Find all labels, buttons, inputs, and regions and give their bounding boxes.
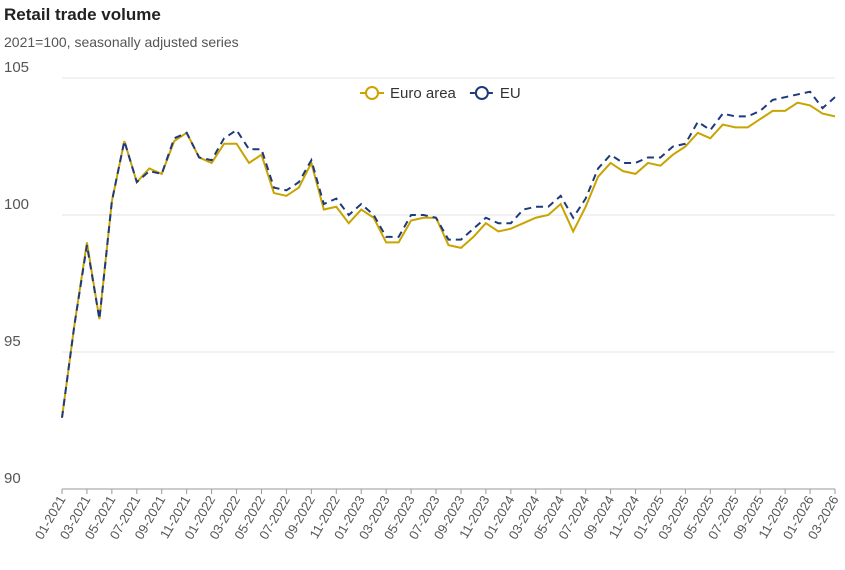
series-line: [61, 101, 836, 418]
legend-label: Euro area: [390, 85, 457, 102]
legend: Euro area EU: [360, 85, 521, 102]
legend-marker: [365, 86, 379, 100]
y-tick-label: 105: [4, 59, 29, 76]
series-line: [61, 90, 836, 418]
legend-label: EU: [500, 85, 521, 102]
y-tick-label: 95: [4, 333, 21, 350]
chart-title: Retail trade volume: [4, 5, 161, 24]
y-tick-label: 100: [4, 196, 29, 213]
chart-subtitle: 2021=100, seasonally adjusted series: [4, 34, 239, 50]
legend-marker: [474, 86, 489, 100]
y-tick-label: 90: [4, 470, 21, 487]
